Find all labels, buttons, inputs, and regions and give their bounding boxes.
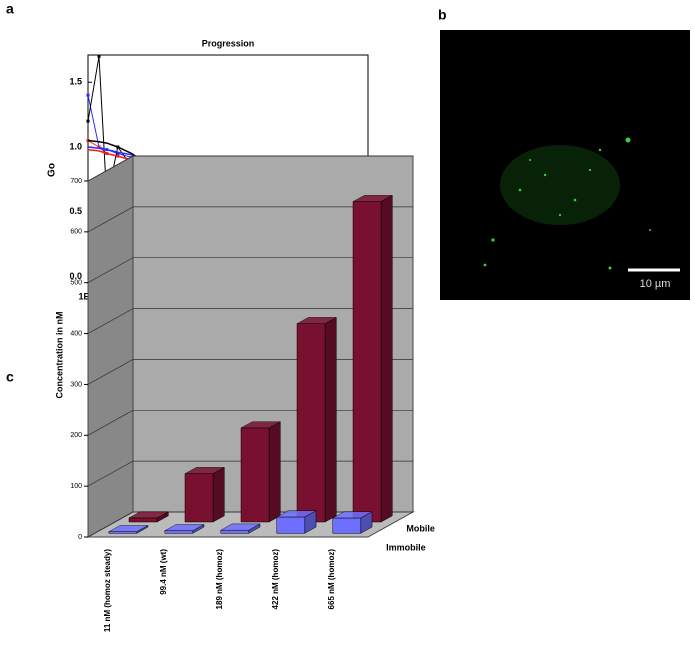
data-point (116, 152, 120, 156)
scale-bar-label: 10 µm (640, 278, 671, 290)
x-tick-label: 11 nM (homoz steady) (103, 549, 112, 632)
y-tick-label: 500 (70, 280, 82, 287)
bar-front (184, 473, 214, 523)
chart-title: Progression (202, 38, 255, 48)
x-tick-label: 422 nM (homoz) (271, 549, 280, 610)
panel-label: c (6, 369, 14, 385)
y-axis-label: Go (47, 163, 58, 177)
x-tick-label: 99.4 nM (wt) (159, 549, 168, 595)
y-tick-label: 400 (70, 330, 82, 337)
series-label: Mobile (406, 523, 435, 533)
data-point (86, 119, 90, 123)
y-tick-label: 1.5 (69, 77, 82, 87)
grid-line (87, 155, 413, 182)
bar-front (296, 323, 326, 523)
bar-top (331, 511, 373, 519)
bar-top (296, 317, 338, 324)
y-tick-label: 1.0 (69, 141, 82, 151)
y-tick-label: 300 (70, 381, 82, 388)
bar-top (275, 510, 317, 518)
y-tick-label: 600 (70, 229, 82, 236)
bar-front (128, 517, 158, 523)
bar-front (240, 427, 270, 523)
grid-line (87, 308, 413, 334)
micrograph: 10 µm (440, 30, 690, 300)
bar-top (107, 525, 149, 532)
data-point (97, 54, 101, 58)
x-tick-label: 665 nM (homoz) (327, 549, 336, 610)
bar-front (220, 529, 250, 534)
bar-top (240, 421, 281, 429)
y-axis-label: Concentration in nM (54, 312, 64, 399)
bar-front (276, 516, 306, 534)
y-tick-label: 700 (70, 178, 82, 185)
bar-top (184, 467, 226, 474)
series-label: Immobile (386, 543, 426, 553)
bar-front (332, 517, 362, 534)
bar-side (380, 194, 393, 523)
grid-line (87, 206, 413, 233)
left-wall (87, 155, 134, 538)
panel-label: b (438, 7, 447, 23)
bar-top (219, 523, 261, 531)
y-tick-label: 0.0 (69, 271, 82, 281)
bar-front (164, 530, 194, 534)
bar-top (163, 524, 205, 531)
spots (483, 137, 651, 270)
bar-front (352, 201, 382, 523)
bar-top (352, 195, 393, 202)
y-tick-label: 100 (70, 483, 82, 490)
panel-label: a (6, 1, 14, 17)
y-tick-label: 0.5 (69, 206, 82, 216)
grid-line (87, 257, 413, 284)
bar-side (212, 466, 225, 523)
bar-top (128, 511, 169, 519)
data-point (86, 93, 90, 97)
bar-side (324, 316, 337, 523)
y-tick-label: 200 (70, 432, 82, 439)
x-tick-label: 189 nM (homoz) (215, 549, 224, 610)
data-point (97, 145, 101, 149)
cell (500, 145, 620, 225)
bar-side (268, 421, 281, 523)
y-tick-label: 0 (78, 534, 82, 541)
